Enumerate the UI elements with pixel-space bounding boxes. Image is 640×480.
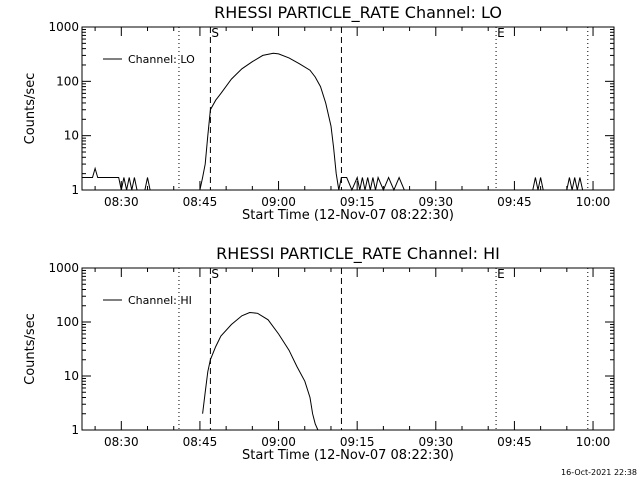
y-axis-label: Counts/sec (23, 73, 38, 145)
x-tick-label: 09:00 (261, 195, 296, 209)
plot-frame (81, 267, 615, 431)
x-tick-label: 09:15 (340, 195, 375, 209)
marker-label: S (211, 26, 219, 40)
series-line (82, 52, 584, 192)
x-tick-label: 09:45 (497, 195, 532, 209)
panel-channel-lo: RHESSI PARTICLE_RATE Channel: LO 08:30 08:… (23, 3, 615, 223)
y-tick-label: 100 (56, 315, 79, 329)
x-tick-label: 10:00 (576, 435, 611, 449)
y-tick-label: 10 (64, 369, 79, 383)
x-tick-label: 09:00 (261, 435, 296, 449)
x-tick-label: 08:30 (104, 195, 139, 209)
legend-label: Channel: LO (128, 53, 195, 66)
legend-label: Channel: HI (128, 294, 192, 307)
y-tick-label: 1000 (48, 261, 79, 275)
y-tick-label: 1 (71, 183, 79, 197)
series-line (202, 311, 319, 431)
chart-title: RHESSI PARTICLE_RATE Channel: LO (214, 3, 502, 23)
x-axis-label: Start Time (12-Nov-07 08:22:30) (242, 448, 454, 463)
x-tick-label: 09:30 (418, 195, 453, 209)
panel-channel-hi: RHESSI PARTICLE_RATE Channel: HI 08:30 08:… (23, 244, 615, 463)
y-tick-label: 1000 (48, 20, 79, 34)
x-axis-label: Start Time (12-Nov-07 08:22:30) (242, 208, 454, 223)
y-tick-label: 1 (71, 423, 79, 437)
x-tick-label: 10:00 (576, 195, 611, 209)
x-tick-label: 08:45 (183, 435, 218, 449)
y-tick-label: 100 (56, 74, 79, 88)
marker-label: E (497, 26, 505, 40)
x-tick-label: 09:30 (418, 435, 453, 449)
x-tick-label: 09:15 (340, 435, 375, 449)
marker-label: E (497, 267, 505, 281)
x-tick-label: 08:30 (104, 435, 139, 449)
plot-frame (81, 26, 615, 191)
timestamp: 16-Oct-2021 22:38 (561, 468, 637, 477)
marker-label: S (211, 267, 219, 281)
y-axis-label: Counts/sec (23, 313, 38, 385)
chart-title: RHESSI PARTICLE_RATE Channel: HI (216, 244, 500, 264)
x-tick-label: 09:45 (497, 435, 532, 449)
y-tick-label: 10 (64, 129, 79, 143)
x-tick-label: 08:45 (183, 195, 218, 209)
